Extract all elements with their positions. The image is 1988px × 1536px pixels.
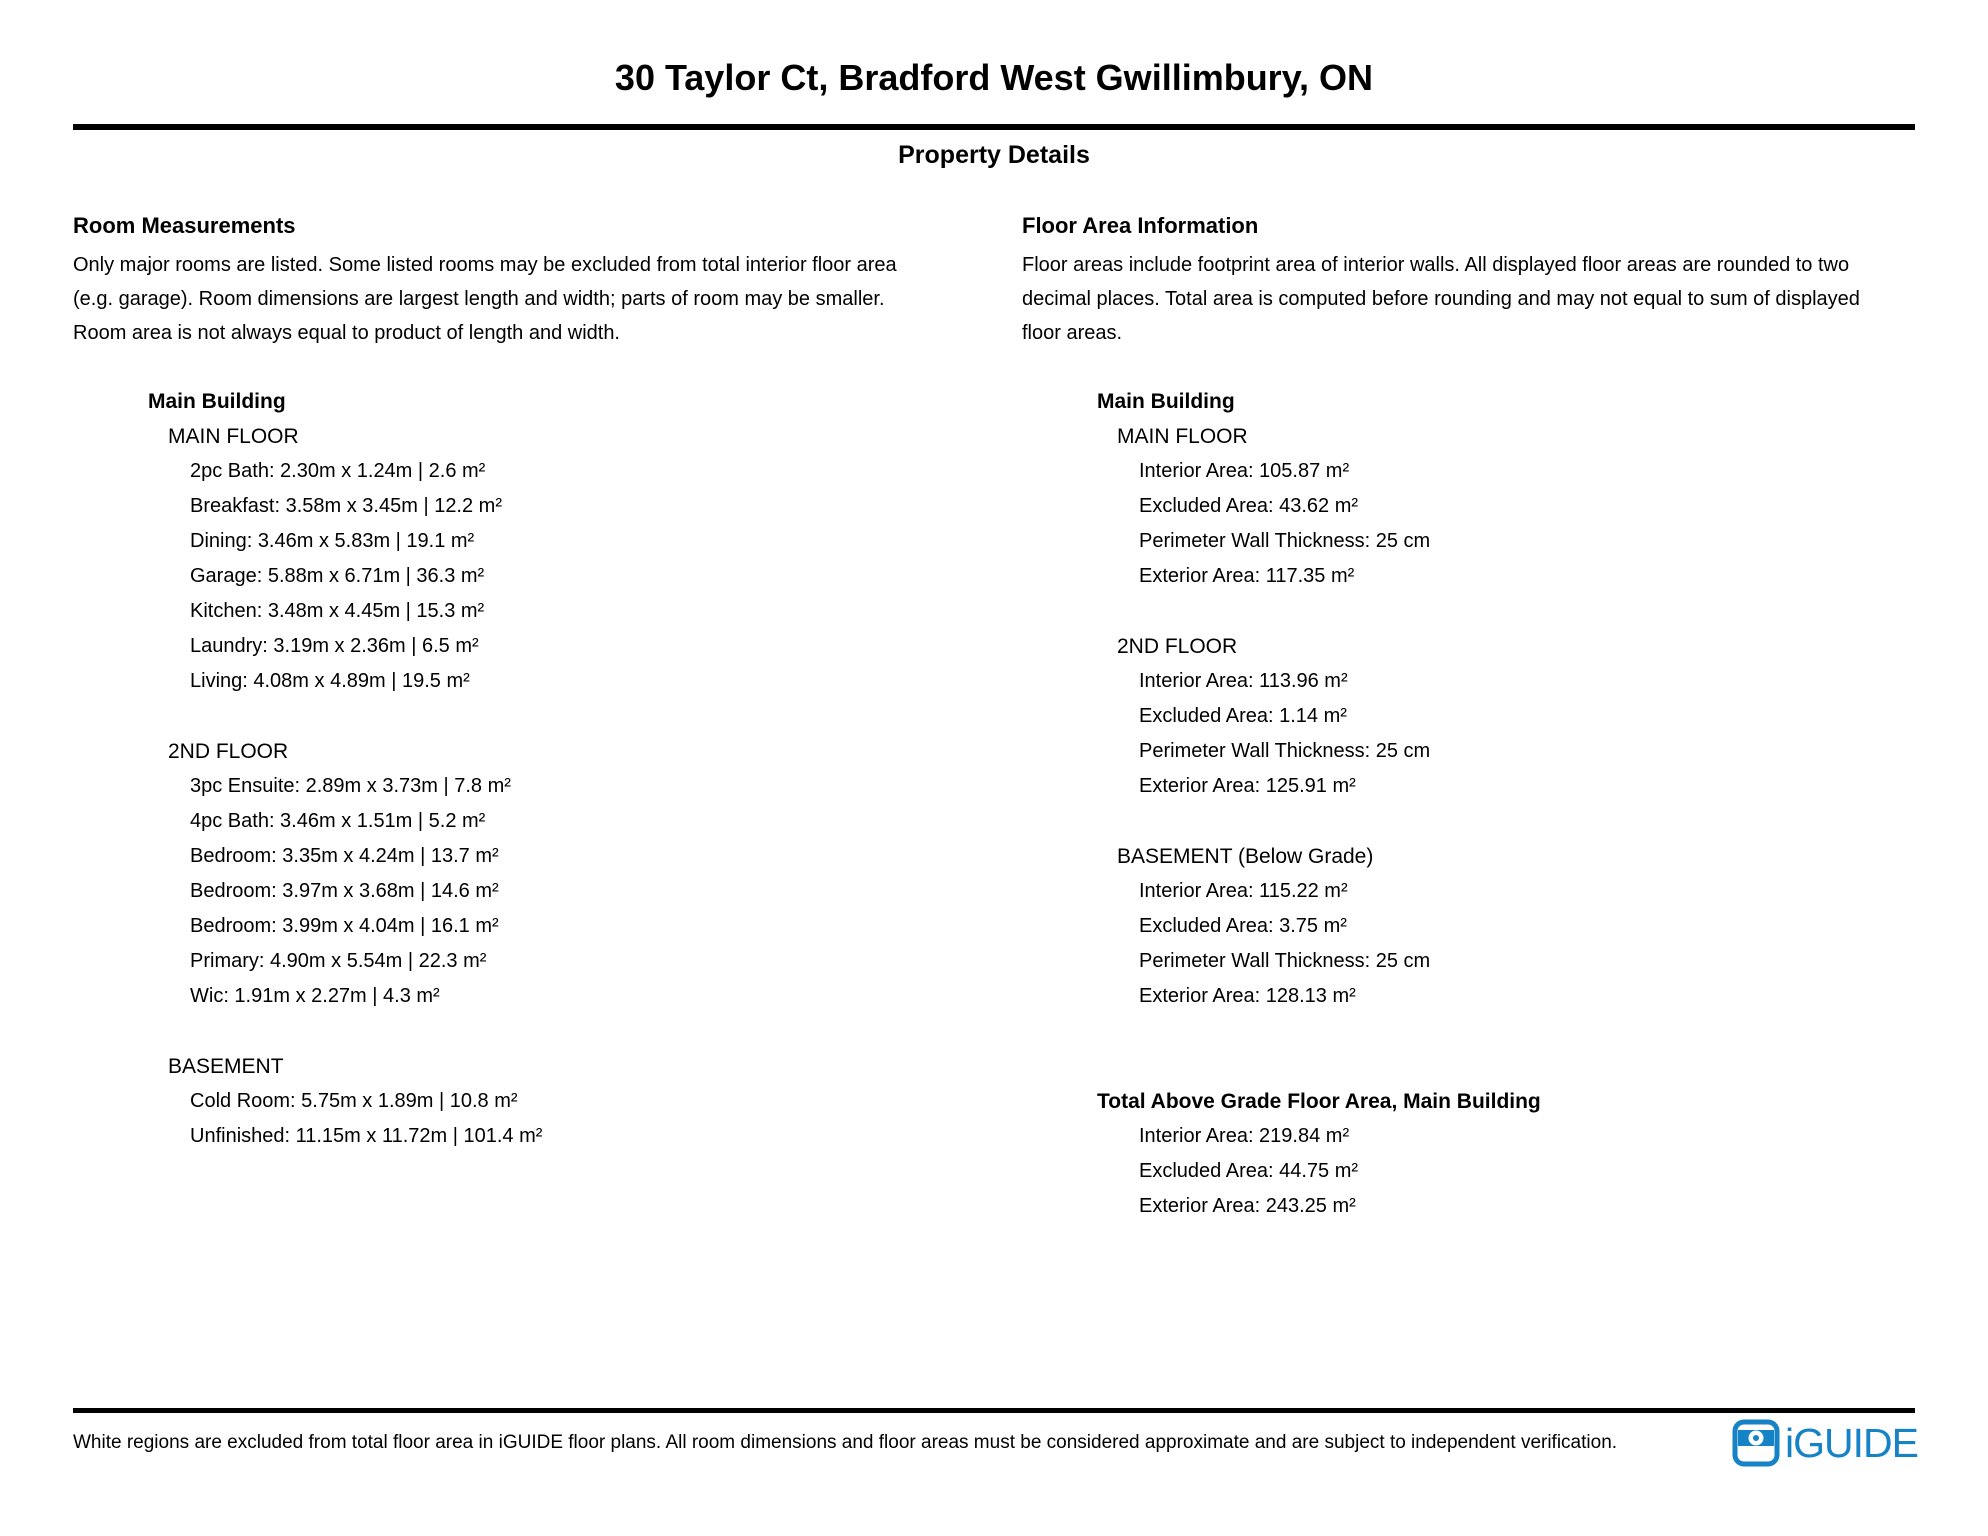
description-line: Only major rooms are listed. Some listed… [73,254,897,276]
room-measurement-item: Garage: 5.88m x 6.71m | 36.3 m² [190,565,485,587]
room-measurements-description: Only major rooms are listed. Some listed… [73,248,978,350]
floor-area-heading: Floor Area Information [1022,213,1259,238]
room-measurement-item: 2pc Bath: 2.30m x 1.24m | 2.6 m² [190,460,486,482]
floor-section-basement: BASEMENT Cold Room: 5.75m x 1.89m | 10.8… [73,1049,978,1154]
iguide-logo: iGUIDE [1732,1419,1919,1467]
room-measurement-item: Wic: 1.91m x 2.27m | 4.3 m² [190,985,440,1007]
floor-heading: 2ND FLOOR [168,740,289,763]
stat-list: Interior Area: 113.96 m² Excluded Area: 1… [1022,664,1962,804]
room-measurement-item: Dining: 3.46m x 5.83m | 19.1 m² [190,530,475,552]
floor-heading: BASEMENT (Below Grade) [1117,845,1374,868]
total-above-grade-section: Total Above Grade Floor Area, Main Build… [1022,1084,1962,1224]
floor-stat-item: Exterior Area: 117.35 m² [1139,565,1355,587]
floor-stat-item: Excluded Area: 3.75 m² [1139,915,1347,937]
floor-stat-item: Interior Area: 115.22 m² [1139,880,1348,902]
floor-stat-item: Perimeter Wall Thickness: 25 cm [1139,950,1431,972]
page-subtitle: Property Details [898,141,1090,169]
room-measurement-item: Bedroom: 3.35m x 4.24m | 13.7 m² [190,845,499,867]
floor-stat-item: Exterior Area: 128.13 m² [1139,985,1356,1007]
floor-stat-item: Perimeter Wall Thickness: 25 cm [1139,740,1431,762]
room-measurements-heading: Room Measurements [73,213,296,238]
floor-heading: MAIN FLOOR [1117,425,1248,448]
room-list: Cold Room: 5.75m x 1.89m | 10.8 m² Unfini… [73,1084,978,1154]
floor-stat-item: Excluded Area: 44.75 m² [1139,1160,1359,1182]
room-measurement-item: Cold Room: 5.75m x 1.89m | 10.8 m² [190,1090,518,1112]
room-measurement-item: Kitchen: 3.48m x 4.45m | 15.3 m² [190,600,485,622]
room-measurement-item: 4pc Bath: 3.46m x 1.51m | 5.2 m² [190,810,486,832]
area-section-main-floor: MAIN FLOOR Interior Area: 105.87 m² Exclu… [1022,419,1962,594]
description-line: floor areas. [1022,322,1123,344]
iguide-camera-icon [1732,1419,1780,1467]
floor-heading: BASEMENT [168,1055,284,1078]
stat-list: Interior Area: 105.87 m² Excluded Area: 4… [1022,454,1962,594]
room-measurements-building: Main Building MAIN FLOOR 2pc Bath: 2.30m… [73,384,978,1154]
floor-stat-item: Exterior Area: 243.25 m² [1139,1195,1356,1217]
footer-disclaimer: White regions are excluded from total fl… [73,1432,1618,1453]
description-line: (e.g. garage). Room dimensions are large… [73,288,885,310]
description-line: decimal places. Total area is computed b… [1022,288,1860,310]
floor-area-building: Main Building MAIN FLOOR Interior Area: … [1022,384,1962,1014]
area-section-basement: BASEMENT (Below Grade) Interior Area: 11… [1022,839,1962,1014]
title-divider [73,124,1915,130]
room-measurement-item: Bedroom: 3.97m x 3.68m | 14.6 m² [190,880,499,902]
floor-heading: 2ND FLOOR [1117,635,1238,658]
room-measurement-item: Unfinished: 11.15m x 11.72m | 101.4 m² [190,1125,543,1147]
footer-divider [73,1408,1915,1413]
room-measurement-item: 3pc Ensuite: 2.89m x 3.73m | 7.8 m² [190,775,511,797]
room-measurement-item: Primary: 4.90m x 5.54m | 22.3 m² [190,950,487,972]
floor-area-description: Floor areas include footprint area of in… [1022,248,1962,350]
total-above-grade-heading: Total Above Grade Floor Area, Main Build… [1097,1090,1541,1113]
stat-list: Interior Area: 219.84 m² Excluded Area: 4… [1022,1119,1962,1224]
room-list: 2pc Bath: 2.30m x 1.24m | 2.6 m² Breakfas… [73,454,978,699]
floor-stat-item: Perimeter Wall Thickness: 25 cm [1139,530,1431,552]
room-measurement-item: Bedroom: 3.99m x 4.04m | 16.1 m² [190,915,499,937]
room-list: 3pc Ensuite: 2.89m x 3.73m | 7.8 m² 4pc B… [73,769,978,1014]
room-measurement-item: Living: 4.08m x 4.89m | 19.5 m² [190,670,470,692]
building-name: Main Building [148,390,286,413]
floor-stat-item: Interior Area: 219.84 m² [1139,1125,1350,1147]
area-section-2nd-floor: 2ND FLOOR Interior Area: 113.96 m² Exclud… [1022,629,1962,804]
floor-heading: MAIN FLOOR [168,425,299,448]
room-measurements-section: Room Measurements Only major rooms are l… [73,208,978,1224]
floor-stat-item: Exterior Area: 125.91 m² [1139,775,1356,797]
floor-section-2nd-floor: 2ND FLOOR 3pc Ensuite: 2.89m x 3.73m | 7… [73,734,978,1014]
floor-section-main-floor: MAIN FLOOR 2pc Bath: 2.30m x 1.24m | 2.6… [73,419,978,699]
description-line: Floor areas include footprint area of in… [1022,254,1850,276]
page-title: 30 Taylor Ct, Bradford West Gwillimbury,… [614,57,1374,98]
room-measurement-item: Laundry: 3.19m x 2.36m | 6.5 m² [190,635,479,657]
iguide-logo-text: iGUIDE [1785,1420,1919,1466]
room-measurement-item: Breakfast: 3.58m x 3.45m | 12.2 m² [190,495,502,517]
floor-stat-item: Interior Area: 113.96 m² [1139,670,1348,692]
footer: White regions are excluded from total fl… [73,1419,1919,1467]
stat-list: Interior Area: 115.22 m² Excluded Area: 3… [1022,874,1962,1014]
content-columns: Room Measurements Only major rooms are l… [0,208,1988,1224]
floor-stat-item: Excluded Area: 1.14 m² [1139,705,1347,727]
floor-area-information-section: Floor Area Information Floor areas inclu… [1022,208,1962,1224]
description-line: Room area is not always equal to product… [73,322,620,344]
building-name: Main Building [1097,390,1235,413]
floor-stat-item: Excluded Area: 43.62 m² [1139,495,1359,517]
floor-stat-item: Interior Area: 105.87 m² [1139,460,1350,482]
